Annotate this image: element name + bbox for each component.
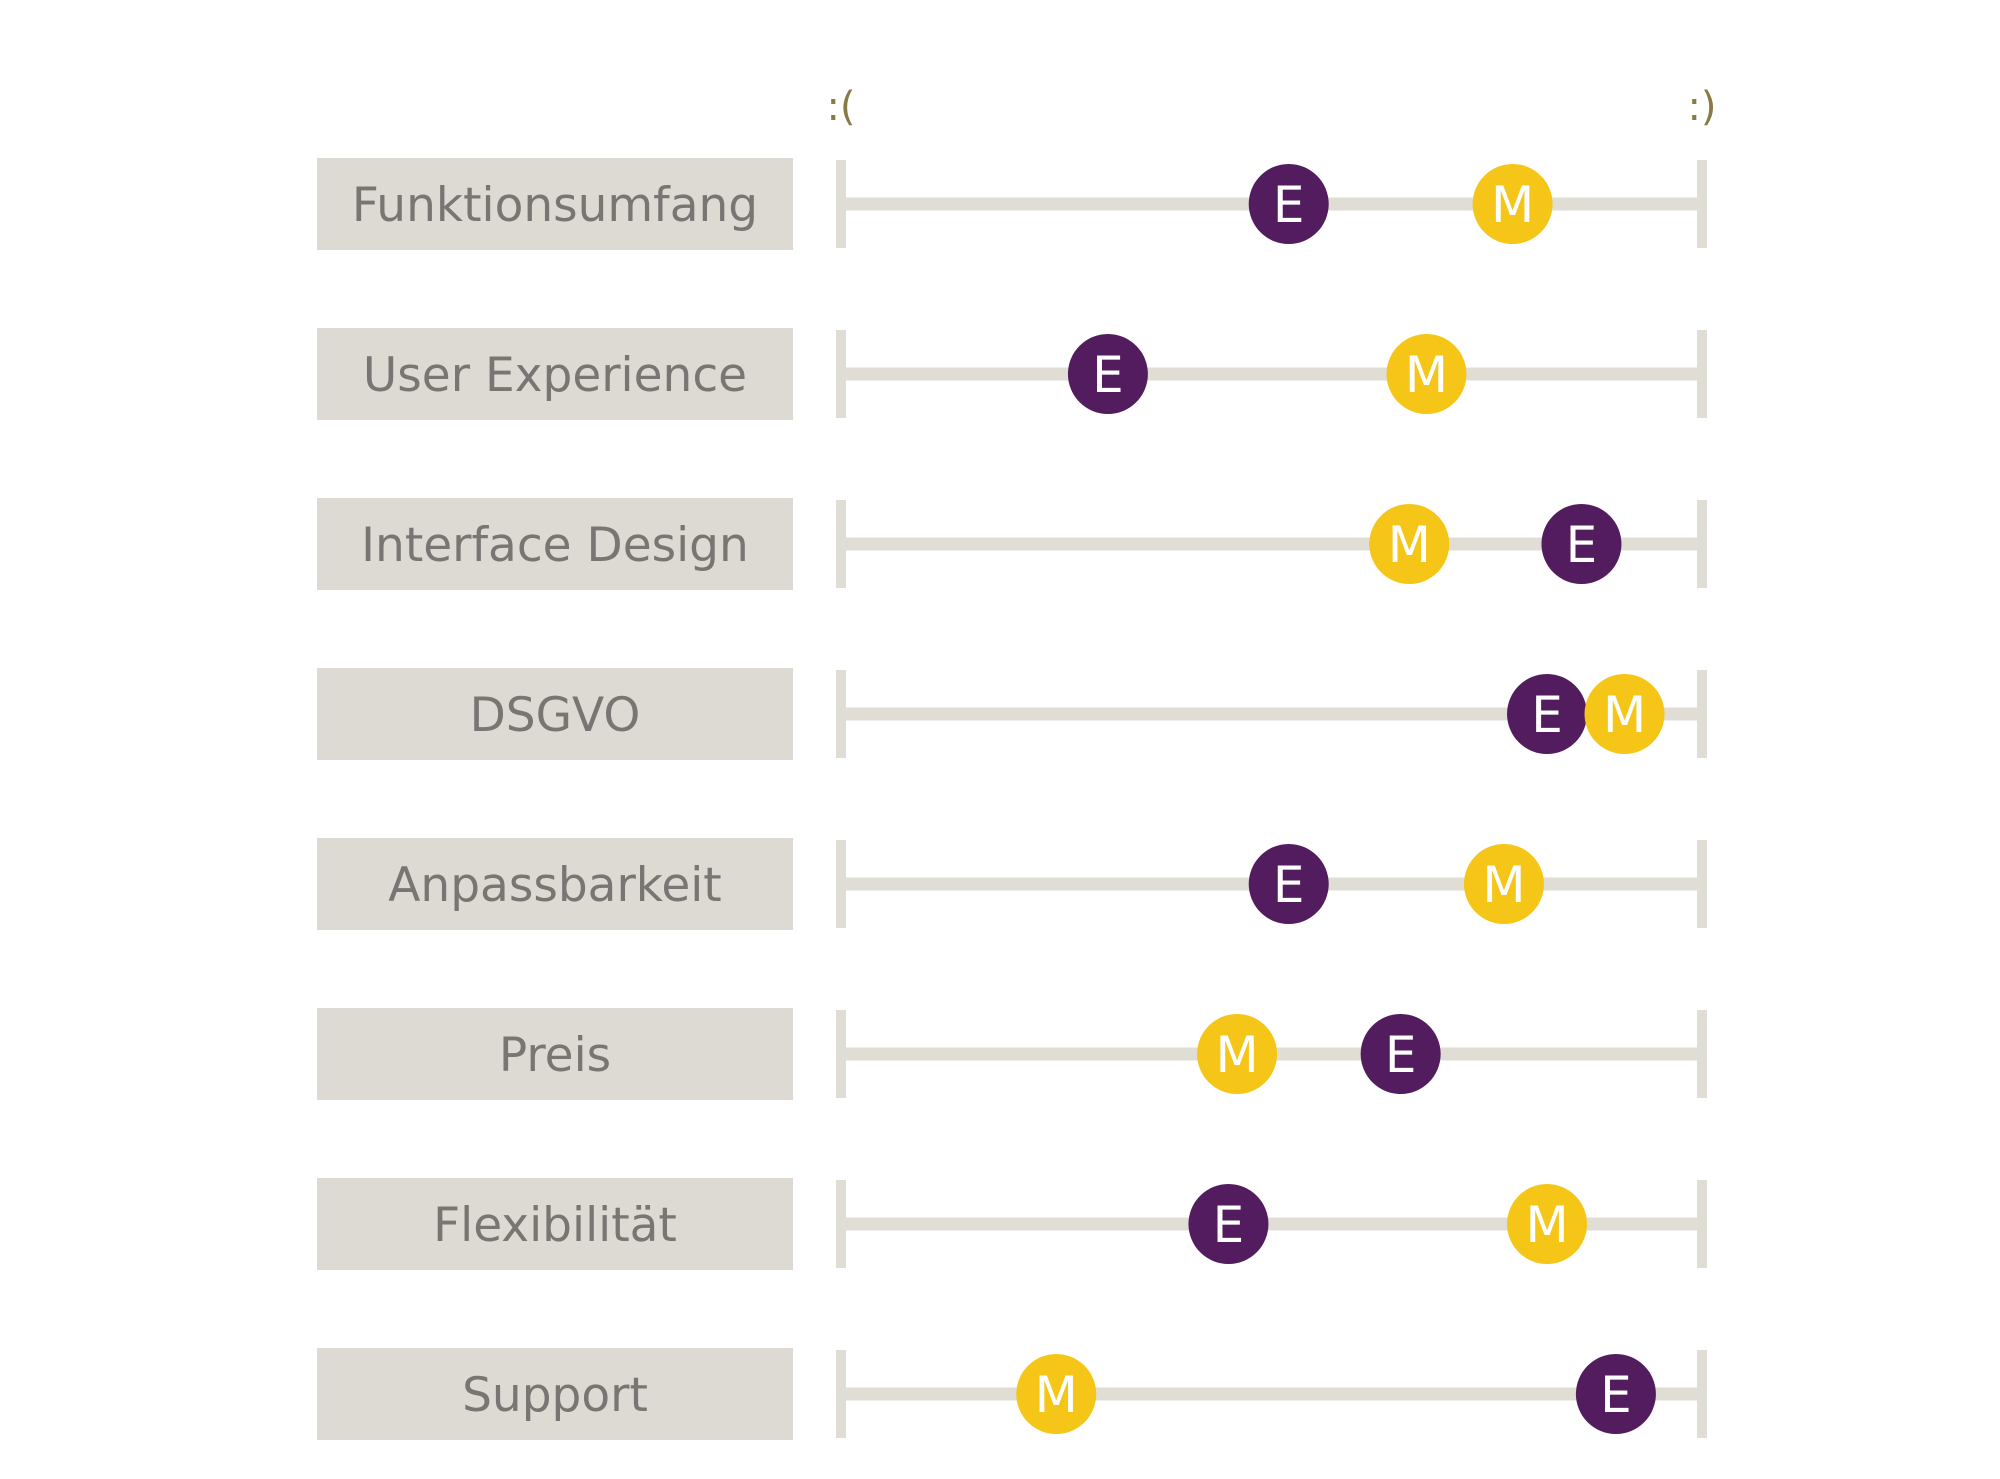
category-label-box — [317, 158, 793, 250]
marker-e: E — [1507, 674, 1588, 754]
marker-circle — [1016, 1354, 1097, 1434]
category-label-box — [317, 1348, 793, 1440]
category-label-box — [317, 838, 793, 930]
category-label: Anpassbarkeit — [388, 858, 721, 913]
category-label-box — [317, 1178, 793, 1270]
marker-e: E — [1541, 504, 1622, 584]
marker-m: M — [1386, 334, 1467, 414]
scale-end-cap — [1697, 160, 1707, 248]
scale-min-label: :( — [826, 84, 855, 130]
rating-row: Support E M — [317, 1348, 1707, 1440]
marker-letter: E — [1213, 1196, 1245, 1254]
rating-row: Preis E M — [317, 1008, 1707, 1100]
scale-end-cap — [1697, 1010, 1707, 1098]
scale-end-cap — [1697, 670, 1707, 758]
marker-letter: E — [1566, 516, 1598, 574]
rating-row: Flexibilität E M — [317, 1178, 1707, 1270]
marker-letter: M — [1405, 346, 1448, 404]
marker-e: E — [1067, 334, 1148, 414]
marker-e: E — [1188, 1184, 1269, 1264]
scale-start-cap — [836, 330, 846, 418]
marker-m: M — [1507, 1184, 1588, 1264]
marker-circle — [1188, 1184, 1269, 1264]
marker-e: E — [1575, 1354, 1656, 1434]
scale-start-cap — [836, 670, 846, 758]
scale-max-label: :) — [1687, 84, 1716, 130]
category-label-box — [317, 498, 793, 590]
marker-m: M — [1197, 1014, 1278, 1094]
marker-m: M — [1584, 674, 1665, 754]
scale-start-cap — [836, 160, 846, 248]
marker-m: M — [1472, 164, 1553, 244]
rating-row: Funktionsumfang E M — [317, 158, 1707, 250]
marker-circle — [1463, 844, 1544, 924]
category-label: Funktionsumfang — [352, 178, 758, 233]
marker-e: E — [1360, 1014, 1441, 1094]
category-label: Preis — [499, 1028, 611, 1083]
marker-letter: E — [1092, 346, 1124, 404]
marker-circle — [1360, 1014, 1441, 1094]
marker-m: M — [1016, 1354, 1097, 1434]
marker-circle — [1507, 674, 1588, 754]
marker-circle — [1472, 164, 1553, 244]
category-label: User Experience — [363, 348, 747, 403]
marker-letter: M — [1388, 516, 1431, 574]
scale-track — [841, 367, 1702, 381]
marker-letter: E — [1385, 1026, 1417, 1084]
marker-circle — [1584, 674, 1665, 754]
marker-circle — [1197, 1014, 1278, 1094]
category-label: DSGVO — [470, 688, 641, 743]
marker-m: M — [1369, 504, 1450, 584]
scale-end-cap — [1697, 330, 1707, 418]
marker-circle — [1575, 1354, 1656, 1434]
rating-row: Interface Design E M — [317, 498, 1707, 590]
scale-end-cap — [1697, 1350, 1707, 1438]
marker-letter: M — [1491, 176, 1534, 234]
marker-letter: E — [1273, 176, 1305, 234]
marker-letter: M — [1603, 686, 1646, 744]
marker-m: M — [1463, 844, 1544, 924]
scale-start-cap — [836, 1350, 846, 1438]
marker-letter: M — [1525, 1196, 1568, 1254]
marker-letter: M — [1482, 856, 1525, 914]
scale-end-labels: :( :) — [826, 84, 1716, 130]
marker-circle — [1369, 504, 1450, 584]
scale-start-cap — [836, 1180, 846, 1268]
scale-track — [841, 707, 1702, 721]
marker-letter: E — [1600, 1366, 1632, 1424]
category-label-box — [317, 328, 793, 420]
scale-end-cap — [1697, 500, 1707, 588]
marker-circle — [1248, 164, 1329, 244]
scale-start-cap — [836, 500, 846, 588]
category-label-box — [317, 668, 793, 760]
marker-circle — [1541, 504, 1622, 584]
scale-end-cap — [1697, 1180, 1707, 1268]
scale-end-cap — [1697, 840, 1707, 928]
category-label: Interface Design — [361, 518, 749, 573]
marker-circle — [1386, 334, 1467, 414]
scale-track — [841, 1217, 1702, 1231]
marker-e: E — [1248, 844, 1329, 924]
rating-row: User Experience E M — [317, 328, 1707, 420]
marker-letter: E — [1273, 856, 1305, 914]
marker-circle — [1067, 334, 1148, 414]
marker-circle — [1507, 1184, 1588, 1264]
rating-row: DSGVO E M — [317, 668, 1707, 760]
scale-track — [841, 537, 1702, 551]
scale-track — [841, 1387, 1702, 1401]
marker-e: E — [1248, 164, 1329, 244]
marker-circle — [1248, 844, 1329, 924]
category-label: Support — [462, 1368, 648, 1423]
marker-letter: E — [1531, 686, 1563, 744]
category-label-box — [317, 1008, 793, 1100]
scale-start-cap — [836, 1010, 846, 1098]
marker-letter: M — [1215, 1026, 1258, 1084]
rating-row: Anpassbarkeit E M — [317, 838, 1707, 930]
marker-letter: M — [1035, 1366, 1078, 1424]
category-label: Flexibilität — [433, 1198, 677, 1253]
scale-start-cap — [836, 840, 846, 928]
